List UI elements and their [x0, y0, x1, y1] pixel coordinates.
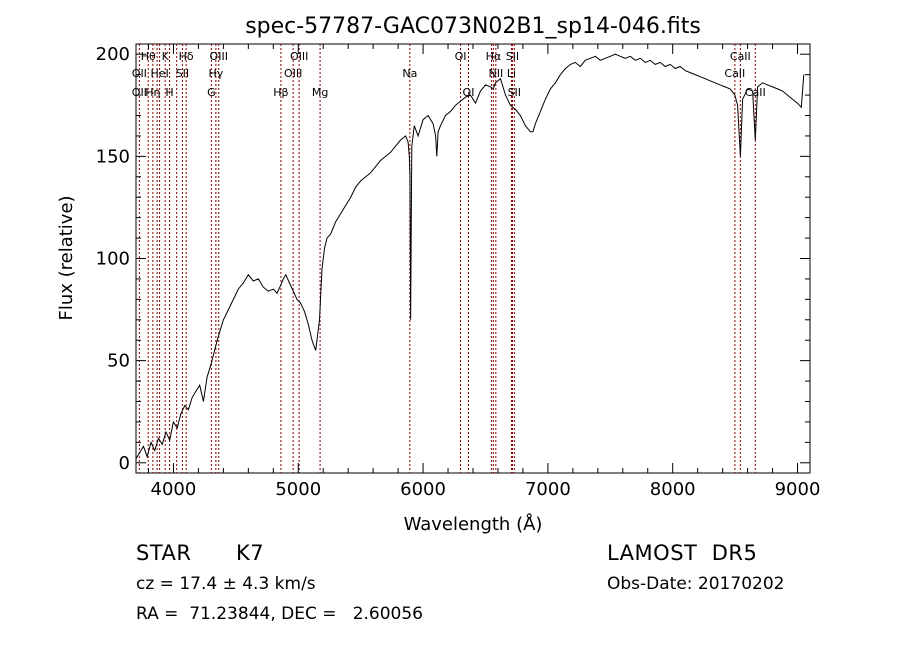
- x-tick-label: 6000: [400, 479, 446, 500]
- spectrum-line: [135, 53, 805, 459]
- spectral-line-label: OII: [132, 67, 147, 80]
- coordinates-readout: RA = 71.23844, DEC = 2.60056: [136, 604, 423, 624]
- x-tick-label: 9000: [775, 479, 821, 500]
- spectral-line-label: HeI: [150, 67, 168, 80]
- spectral-line-label: NII: [488, 67, 503, 80]
- spectral-line-label: Li: [507, 67, 516, 80]
- x-axis-label: Wavelength (Å): [404, 513, 543, 535]
- x-tick-label: 8000: [650, 479, 696, 500]
- spectral-line-label: OII: [132, 86, 147, 99]
- object-class: STAR: [136, 541, 192, 565]
- velocity-readout: cz = 17.4 ± 4.3 km/s: [136, 574, 316, 594]
- observation-date: Obs-Date: 20170202: [607, 574, 785, 594]
- spectral-line-label: Na: [402, 67, 417, 80]
- spectral-line-labels: Hθ K Hδ OIII OIII OI Hα SII CaII OII HeI SII Hγ OIII N…: [132, 50, 766, 99]
- spectral-line-label: Hγ: [208, 67, 223, 80]
- spectral-line-label: OI: [463, 86, 475, 99]
- spectral-line-label: SII: [508, 86, 521, 99]
- spectral-line-label: Hδ: [179, 50, 194, 63]
- spectral-line-label: CaII: [730, 50, 751, 63]
- chart-title: spec-57787-GAC073N02B1_sp14-046.fits: [245, 14, 701, 39]
- spectrum-series: [135, 53, 805, 459]
- y-tick-label: 50: [107, 351, 130, 372]
- spectral-line-label: Hθ: [141, 50, 156, 63]
- spectral-line-label: Hα: [486, 50, 502, 63]
- spectral-line-label: Hβ: [273, 86, 288, 99]
- spectral-line-label: Mg: [312, 86, 328, 99]
- y-tick-label: 150: [96, 146, 130, 167]
- plot-frame: [135, 43, 811, 474]
- spectral-line-label: H: [165, 86, 173, 99]
- x-tick-label: 7000: [525, 479, 571, 500]
- spectrum-chart: spec-57787-GAC073N02B1_sp14-046.fits Wav…: [56, 14, 821, 535]
- y-tick-label: 100: [96, 249, 130, 270]
- x-tick-label: 4000: [151, 479, 197, 500]
- spectral-line-label: SII: [506, 50, 519, 63]
- spectral-line-label: OIII: [290, 50, 308, 63]
- spectral-line-markers: [138, 44, 756, 473]
- y-tick-label: 200: [96, 44, 130, 65]
- spectral-line-label: OI: [455, 50, 467, 63]
- spectral-line-label: CaII: [745, 86, 766, 99]
- spectral-line-label: OIII: [284, 67, 302, 80]
- x-tick-label: 5000: [275, 479, 321, 500]
- spectral-line-label: OIII: [210, 50, 228, 63]
- spectral-line-label: Hη: [145, 86, 160, 99]
- y-tick-label: 0: [119, 453, 130, 474]
- spectral-line-label: K: [162, 50, 170, 63]
- spectral-line-label: SII: [176, 67, 189, 80]
- spectral-line-label: G: [207, 86, 216, 99]
- survey-name: LAMOST DR5: [607, 541, 758, 565]
- spectral-line-label: CaII: [724, 67, 745, 80]
- axis-ticks: 4000 5000 6000 7000 8000 9000 0 50 100 150 200: [96, 44, 821, 500]
- y-axis-label: Flux (relative): [56, 195, 77, 320]
- object-subclass: K7: [236, 541, 265, 565]
